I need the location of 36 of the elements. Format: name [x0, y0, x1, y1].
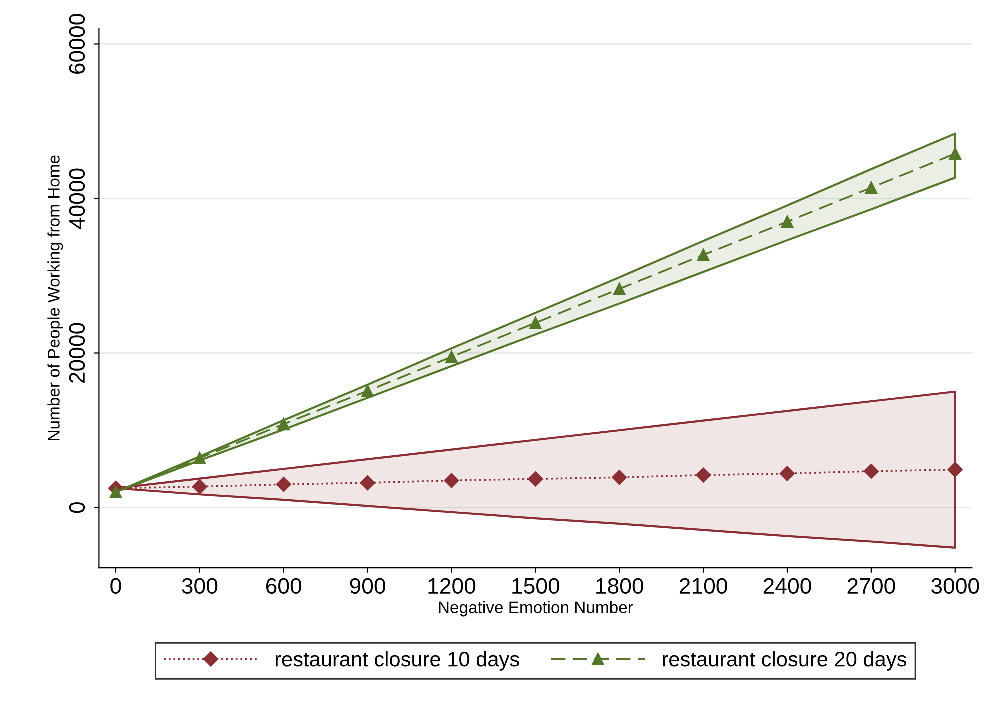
x-tick-label: 1800	[596, 578, 644, 594]
point	[696, 468, 712, 483]
point	[864, 464, 880, 480]
point	[612, 470, 628, 486]
x-tick-label: 300	[182, 578, 218, 594]
point	[192, 479, 208, 494]
x-tick-label: 0	[110, 578, 122, 594]
point	[781, 216, 794, 228]
x-tick-label: 600	[266, 578, 302, 594]
point	[613, 282, 626, 296]
point	[780, 466, 796, 482]
point	[948, 462, 963, 478]
x-axis-title: Negative Emotion Number	[439, 601, 634, 617]
point	[276, 477, 292, 492]
point	[865, 182, 878, 194]
x-tick-label: 2400	[764, 578, 812, 594]
y-tick-label: 40000	[69, 168, 86, 230]
point	[444, 473, 460, 488]
x-tick-label: 2700	[848, 578, 896, 594]
x-tick-label: 1200	[428, 578, 476, 594]
y-tick-label: 60000	[69, 14, 86, 74]
x-tick-label: 2100	[680, 578, 728, 594]
x-tick-label: 900	[350, 578, 386, 594]
x-tick-label: 1500	[512, 578, 560, 594]
legend-label: restaurant closure 20 days	[663, 651, 906, 671]
point	[697, 248, 710, 262]
y-tick-label: 20000	[69, 323, 86, 384]
point	[528, 472, 544, 487]
point	[949, 148, 962, 160]
point	[360, 475, 376, 491]
x-tick-label: 3000	[932, 578, 980, 594]
point	[110, 486, 122, 499]
legend-label: restaurant closure 10 days	[276, 651, 520, 671]
y-axis-title: Number of People Working from Home	[48, 156, 64, 440]
y-tick-label: 0	[69, 502, 86, 514]
point	[529, 316, 542, 330]
